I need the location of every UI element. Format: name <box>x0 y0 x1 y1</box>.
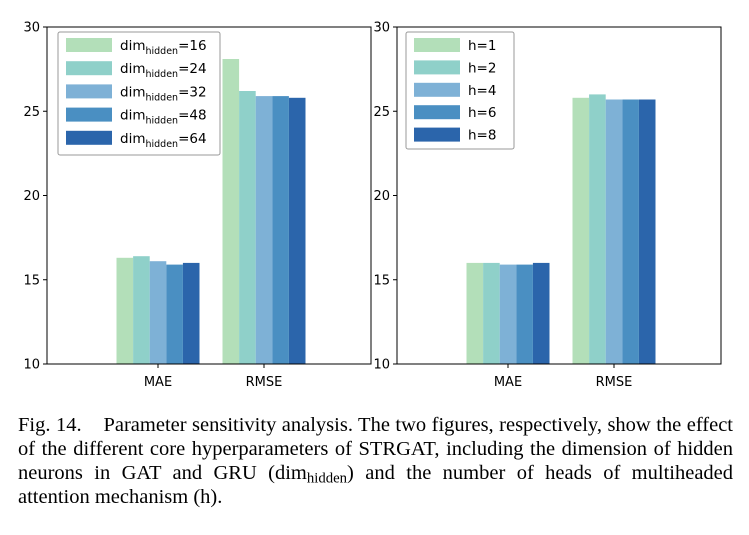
bar-mae-series-2 <box>483 262 500 364</box>
legend-swatch-2 <box>414 60 460 75</box>
bar-rmse-series-3 <box>255 96 273 364</box>
legend-swatch-5 <box>414 127 460 142</box>
bar-mae-series-4 <box>166 264 183 364</box>
y-tick-label: 25 <box>373 105 390 120</box>
bar-mae-series-3 <box>499 264 517 364</box>
y-tick-label: 20 <box>373 189 390 204</box>
bar-rmse-series-5 <box>638 99 656 364</box>
bar-mae-series-1 <box>116 257 134 364</box>
y-tick-label: 30 <box>373 21 390 36</box>
bar-rmse-series-4 <box>272 96 289 364</box>
legend-swatch-4 <box>66 107 112 122</box>
legend-swatch-5 <box>66 130 112 145</box>
legend-label-5: h=8 <box>468 128 496 144</box>
legend-label-1: dimhidden=16 <box>120 38 207 57</box>
x-tick-label: RMSE <box>246 375 283 390</box>
legend-swatch-2 <box>66 61 112 76</box>
chart-panel-1: 10 15 20 25 30 MAE RMSE dimhidden=16 dimhidden=2… <box>23 21 372 390</box>
figure-caption: Fig. 14. Parameter sensitivity analysis.… <box>18 413 733 509</box>
legend: dimhidden=16 dimhidden=24 dimhidden=32 dimh… <box>57 31 221 156</box>
legend-swatch-4 <box>414 105 460 120</box>
legend-swatch-3 <box>414 82 460 97</box>
bar-rmse-series-2 <box>589 94 606 365</box>
x-tick-label: MAE <box>494 375 522 390</box>
legend-label-4: dimhidden=48 <box>120 108 207 127</box>
caption-text-2: ) and the number of heads of multiheaded… <box>18 462 734 508</box>
legend-label-2: h=2 <box>468 60 496 76</box>
y-tick-label: 15 <box>373 273 390 288</box>
legend-label-1: h=1 <box>468 38 496 54</box>
y-tick-label: 10 <box>23 358 40 373</box>
legend-label-3: dimhidden=32 <box>120 84 207 103</box>
y-tick-label: 15 <box>23 273 40 288</box>
bar-mae-series-5 <box>182 262 200 364</box>
y-tick-label: 10 <box>373 358 390 373</box>
y-tick-label: 30 <box>23 21 40 36</box>
bar-rmse-series-4 <box>622 99 639 364</box>
x-tick-label: MAE <box>144 375 172 390</box>
legend-label-2: dimhidden=24 <box>120 61 207 80</box>
bar-rmse-series-2 <box>239 91 256 364</box>
legend-swatch-1 <box>414 38 460 52</box>
legend: h=1 h=2 h=4 h=6 h=8 <box>405 31 515 150</box>
bar-rmse-series-5 <box>288 97 306 365</box>
figure: 10 15 20 25 30 MAE RMSE dimhidden=16 dimhidden=2… <box>23 21 722 390</box>
caption-text-1: Parameter sensitivity analysis. The two … <box>18 414 733 484</box>
bar-mae-series-5 <box>532 262 550 364</box>
bar-mae-series-1 <box>466 262 484 364</box>
bar-mae-series-2 <box>133 256 150 364</box>
legend-label-4: h=6 <box>468 105 496 121</box>
bar-mae-series-4 <box>516 264 533 364</box>
x-tick-label: RMSE <box>596 375 633 390</box>
legend-label-3: h=4 <box>468 83 496 99</box>
caption-label: Fig. 14. <box>18 414 82 436</box>
bar-rmse-series-3 <box>605 99 623 364</box>
bar-rmse-series-1 <box>222 59 240 364</box>
y-tick-label: 25 <box>23 105 40 120</box>
y-tick-label: 20 <box>23 189 40 204</box>
caption-subscript: hidden <box>306 470 348 487</box>
legend-label-5: dimhidden=64 <box>120 131 207 150</box>
bar-rmse-series-1 <box>572 97 590 365</box>
bar-mae-series-3 <box>149 261 167 364</box>
legend-swatch-1 <box>66 38 112 52</box>
legend-swatch-3 <box>66 84 112 99</box>
chart-panel-2: 10 15 20 25 30 MAE RMSE h=1 h=2 h=4 h=6 h=8 <box>373 21 722 390</box>
